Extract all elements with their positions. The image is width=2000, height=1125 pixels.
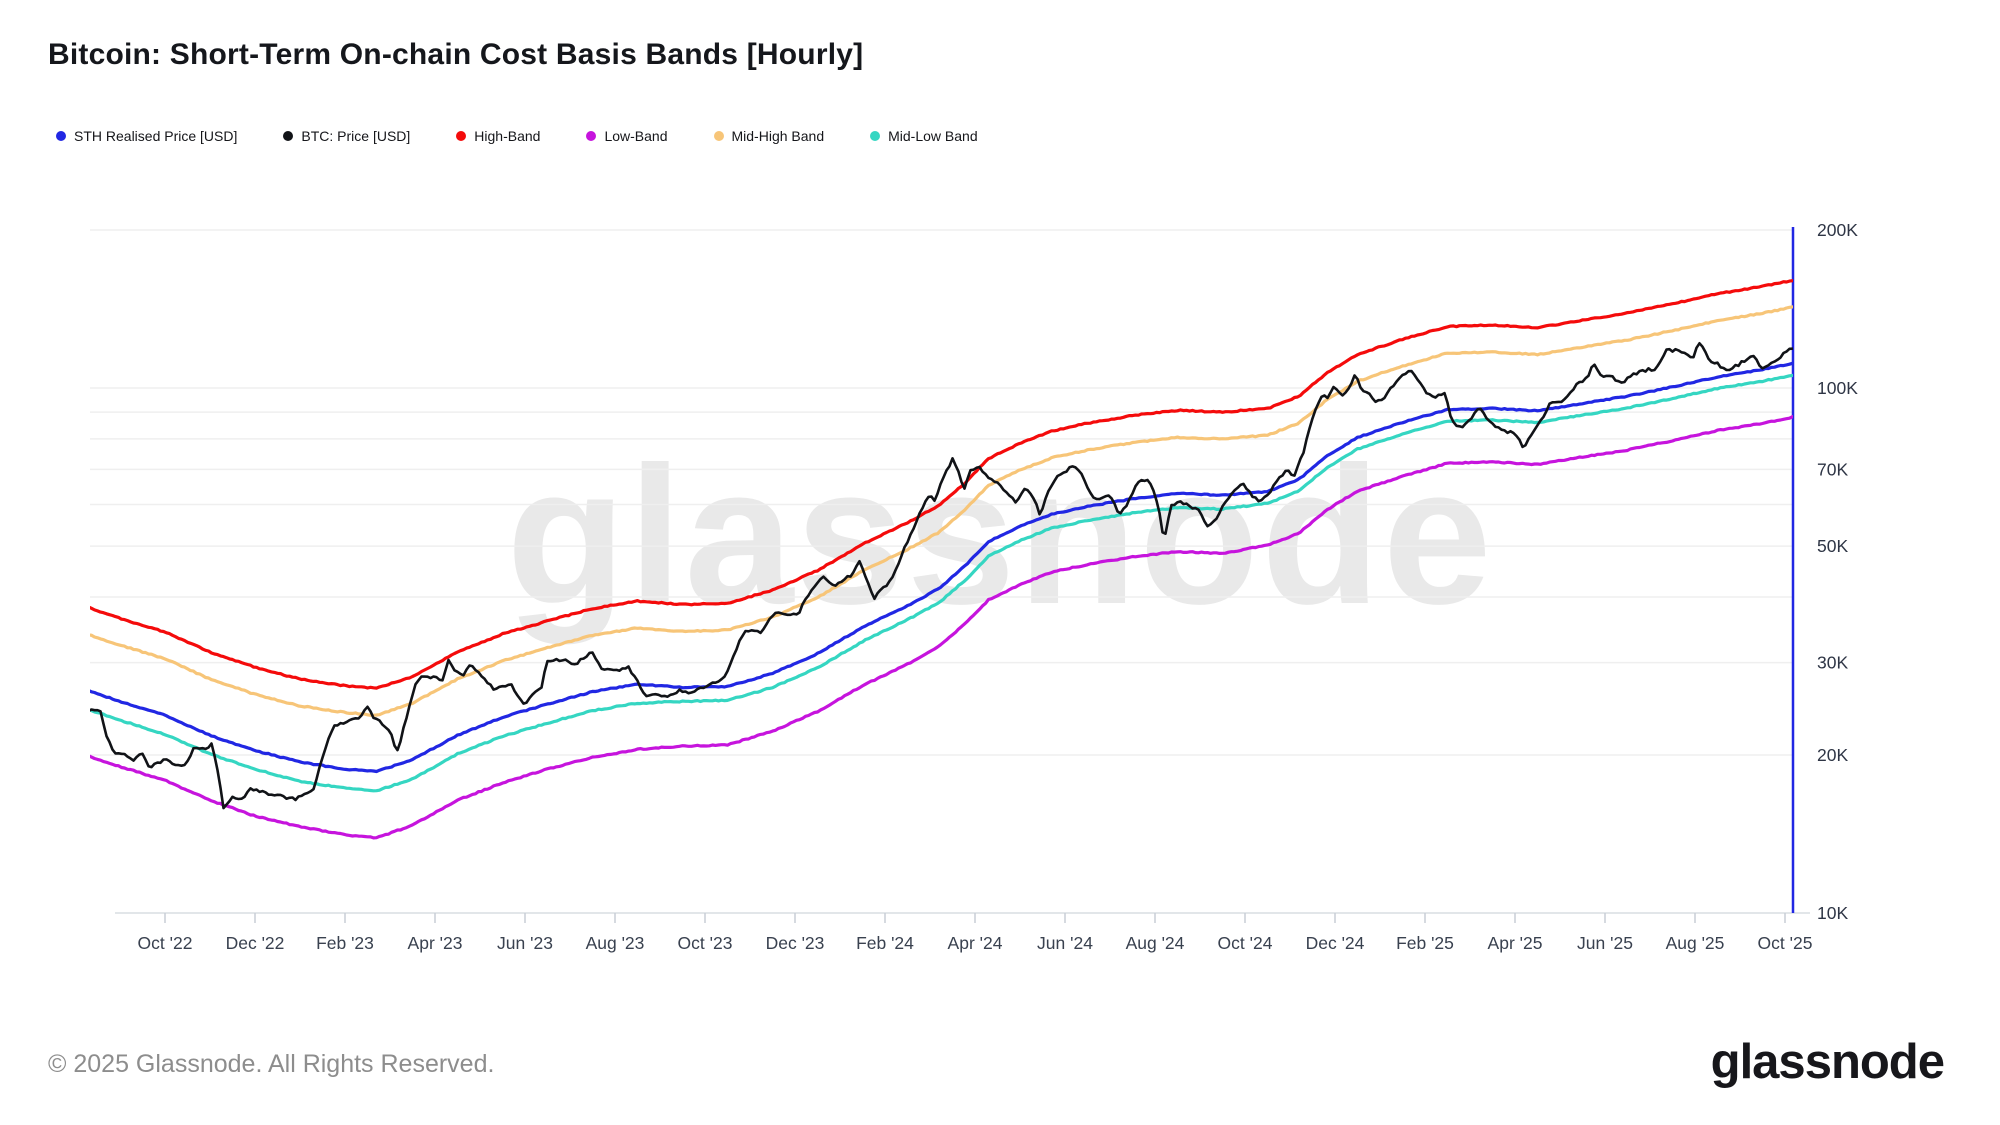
x-tick-label: Aug '24 [1126,933,1185,953]
legend-item-mid-high-band[interactable]: Mid-High Band [713,128,825,144]
legend-dot [586,131,597,141]
legend: STH Realised Price [USD] BTC: Price [USD]… [56,128,978,144]
y-tick-label: 70K [1817,459,1848,479]
x-tick-label: Oct '25 [1758,933,1813,953]
legend-item-btc-price-usd[interactable]: BTC: Price [USD] [283,128,410,144]
series-mid-low-band [90,373,1793,793]
x-tick-label: Oct '23 [678,933,733,953]
x-tick-label: Jun '25 [1577,933,1633,953]
x-tick-label: Oct '24 [1218,933,1273,953]
legend-dot [56,131,66,141]
legend-item-label: High-Band [474,128,541,144]
series-high-band [90,279,1793,690]
y-axis: 200K 100K 70K 50K 30K 20K 10K [1791,220,1858,923]
legend-dot [456,131,467,141]
y-tick-label: 50K [1817,536,1848,556]
legend-item-mid-low-band[interactable]: Mid-Low Band [870,128,978,144]
y-tick-label: 100K [1817,378,1858,398]
legend-item-label: Mid-High Band [731,128,825,144]
x-tick-label: Apr '24 [948,933,1003,953]
x-tick-label: Apr '23 [408,933,463,953]
copyright: © 2025 Glassnode. All Rights Reserved. [48,1050,495,1078]
legend-item-label: BTC: Price [USD] [301,128,411,144]
x-tick-label: Feb '24 [856,933,914,953]
legend-item-sth-realised-price-usd[interactable]: STH Realised Price [USD] [56,128,237,144]
x-axis: Oct '22 Dec '22 Feb '23 Apr '23 Jun '23 Aug '… [115,912,1813,953]
x-tick-label: Jun '24 [1037,933,1093,953]
x-tick-label: Aug '25 [1666,933,1725,953]
y-tick-label: 20K [1817,745,1848,765]
legend-item-high-band[interactable]: High-Band [456,128,540,144]
legend-item-label: STH Realised Price [USD] [74,128,238,144]
legend-dot [283,131,294,141]
y-tick-label: 200K [1817,220,1858,240]
glassnode-logo: glassnode [1710,1035,1945,1089]
chart-title: Bitcoin: Short-Term On-chain Cost Basis … [48,38,864,71]
x-tick-label: Dec '24 [1306,933,1365,953]
series-lines [90,279,1793,840]
legend-dot [713,131,724,141]
gridlines [90,229,1793,756]
legend-dot [870,131,881,141]
legend-item-label: Low-Band [604,128,668,144]
legend-item-label: Mid-Low Band [888,128,978,144]
series-low-band [90,415,1793,840]
x-tick-label: Feb '25 [1396,933,1454,953]
y-tick-label: 30K [1817,653,1848,673]
x-tick-label: Apr '25 [1488,933,1543,953]
series-sth-realised-price-usd [90,361,1793,774]
x-tick-label: Dec '23 [766,933,825,953]
y-tick-label: 10K [1817,903,1848,923]
x-tick-label: Oct '22 [138,933,193,953]
series-btc-price-usd [90,342,1793,810]
x-tick-label: Dec '22 [226,933,285,953]
x-tick-label: Jun '23 [497,933,553,953]
x-tick-label: Feb '23 [316,933,374,953]
series-mid-high-band [90,305,1793,717]
x-tick-label: Aug '23 [586,933,645,953]
legend-item-low-band[interactable]: Low-Band [586,128,668,144]
